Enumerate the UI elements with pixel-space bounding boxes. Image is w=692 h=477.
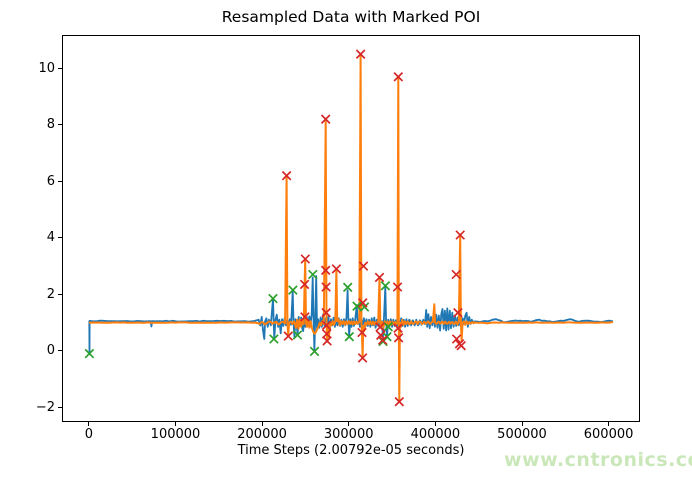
- poi-x-marker: [394, 396, 405, 407]
- x-tick: [434, 422, 436, 426]
- poi-x-marker: [392, 282, 403, 292]
- y-tick: [58, 293, 62, 295]
- poi-x-marker: [357, 297, 368, 308]
- y-tick: [58, 180, 62, 182]
- poi-x-marker: [307, 269, 318, 280]
- y-tick-label: 0: [46, 343, 55, 359]
- poi-x-marker: [355, 49, 366, 60]
- x-axis-label: Time Steps (2.00792e-05 seconds): [237, 443, 465, 458]
- poi-x-marker: [377, 335, 388, 345]
- poi-x-marker: [393, 332, 404, 343]
- axes-frame: [62, 35, 640, 422]
- y-tick-label: 10: [38, 60, 55, 76]
- x-tick: [348, 422, 350, 426]
- x-tick: [521, 422, 523, 426]
- poi-x-marker: [283, 331, 294, 341]
- poi-x-marker: [300, 254, 311, 264]
- poi-x-marker: [383, 321, 394, 332]
- chart-title: Resampled Data with Marked POI: [221, 8, 481, 26]
- poi-x-marker: [342, 282, 353, 293]
- poi-x-marker: [320, 114, 331, 125]
- x-tick-label: 600000: [583, 427, 634, 442]
- poi-x-marker: [456, 340, 467, 351]
- poi-markers-red: [281, 49, 467, 407]
- poi-x-marker: [84, 348, 95, 359]
- poi-x-marker: [268, 293, 278, 304]
- y-tick: [58, 67, 62, 69]
- poi-x-marker: [451, 334, 462, 344]
- poi-x-marker: [331, 264, 342, 274]
- poi-x-marker: [374, 272, 385, 283]
- poi-x-marker: [300, 312, 310, 322]
- x-tick-label: 100000: [150, 427, 201, 442]
- x-tick-label: 300000: [323, 427, 374, 442]
- poi-x-marker: [292, 330, 303, 340]
- y-tick: [58, 124, 62, 126]
- poi-x-marker: [393, 323, 403, 334]
- poi-x-marker: [321, 307, 332, 318]
- poi-x-marker: [393, 71, 404, 82]
- poi-x-marker: [269, 334, 279, 344]
- resampled-signal-blue-line: [88, 275, 614, 356]
- poi-x-marker: [309, 346, 320, 357]
- poi-x-marker: [451, 269, 462, 280]
- x-tick: [261, 422, 263, 426]
- poi-x-marker: [375, 322, 385, 332]
- poi-x-marker: [358, 261, 369, 271]
- resampled-signal-orange-line: [88, 53, 614, 403]
- poi-x-marker: [357, 353, 368, 363]
- watermark: www.cntronics.com: [504, 449, 692, 471]
- y-tick: [58, 406, 62, 408]
- x-tick-label: 200000: [237, 427, 287, 442]
- x-tick: [175, 422, 176, 426]
- poi-x-marker: [322, 336, 332, 346]
- x-tick: [88, 422, 90, 426]
- poi-x-marker: [320, 265, 331, 276]
- x-tick-label: 0: [84, 427, 94, 442]
- y-tick-label: −2: [35, 399, 55, 415]
- poi-x-marker: [380, 280, 391, 291]
- poi-x-marker: [357, 327, 367, 338]
- poi-x-marker: [288, 285, 298, 295]
- x-tick-label: 500000: [497, 427, 547, 442]
- poi-x-marker: [281, 170, 292, 181]
- y-tick-label: 4: [46, 230, 55, 246]
- x-tick-label: 400000: [410, 427, 461, 442]
- poi-x-marker: [453, 307, 463, 318]
- y-tick: [58, 237, 62, 239]
- y-tick-label: 6: [46, 173, 55, 189]
- poi-x-marker: [321, 320, 332, 331]
- poi-x-marker: [344, 331, 355, 342]
- poi-x-marker: [321, 282, 331, 292]
- poi-x-marker: [299, 279, 310, 290]
- y-tick-label: 2: [46, 286, 55, 302]
- x-tick: [608, 422, 610, 426]
- y-tick-label: 8: [46, 117, 55, 133]
- plot-area: [84, 49, 614, 407]
- poi-x-marker: [455, 230, 466, 240]
- y-tick: [58, 350, 62, 352]
